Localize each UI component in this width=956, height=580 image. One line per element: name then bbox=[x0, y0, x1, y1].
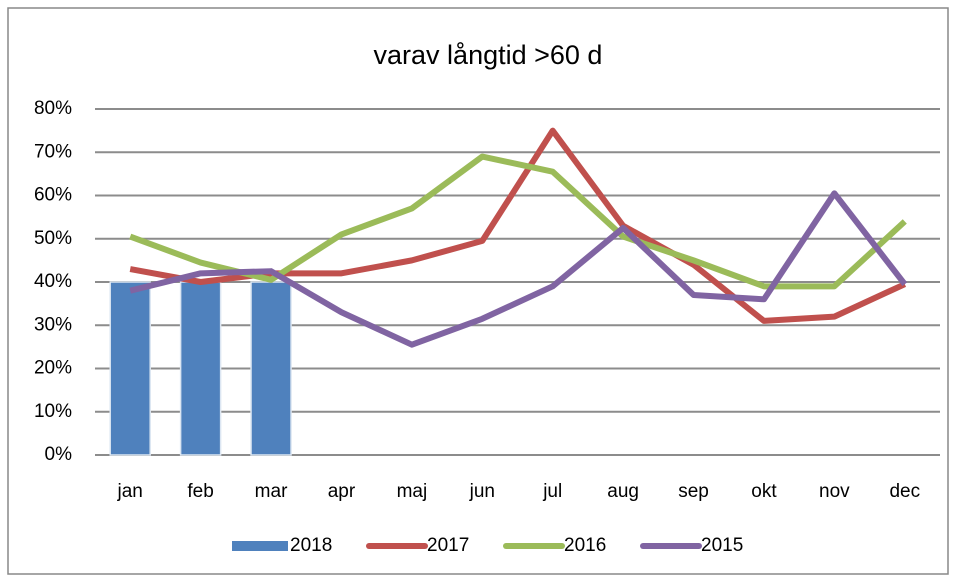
bar bbox=[179, 281, 222, 456]
bar bbox=[109, 281, 151, 456]
x-tick-label: okt bbox=[751, 481, 777, 502]
x-tick-label: nov bbox=[819, 481, 850, 502]
x-tick-label: mar bbox=[255, 481, 288, 502]
y-tick-label: 10% bbox=[34, 401, 72, 422]
y-tick-label: 20% bbox=[34, 358, 72, 379]
y-tick-label: 80% bbox=[34, 98, 72, 119]
chart-title: varav långtid >60 d bbox=[374, 40, 603, 70]
x-tick-label: feb bbox=[187, 481, 213, 502]
legend-label: 2017 bbox=[427, 535, 469, 556]
y-tick-label: 30% bbox=[34, 314, 72, 335]
y-tick-label: 70% bbox=[34, 141, 72, 162]
y-tick-label: 40% bbox=[34, 271, 72, 292]
x-tick-label: jan bbox=[117, 481, 143, 502]
x-tick-label: maj bbox=[397, 481, 428, 502]
x-tick-label: apr bbox=[328, 481, 356, 502]
x-tick-label: dec bbox=[889, 481, 920, 502]
chart-frame bbox=[7, 7, 949, 575]
x-tick-label: jul bbox=[542, 481, 562, 502]
legend-label: 2015 bbox=[701, 535, 743, 556]
x-tick-label: jun bbox=[469, 481, 495, 502]
bar bbox=[250, 281, 292, 456]
legend-swatch bbox=[232, 541, 288, 551]
x-tick-label: sep bbox=[678, 481, 709, 502]
x-tick-label: aug bbox=[607, 481, 639, 502]
y-tick-label: 60% bbox=[34, 185, 72, 206]
line bbox=[129, 190, 908, 348]
legend-label: 2018 bbox=[290, 535, 332, 556]
y-tick-label: 0% bbox=[45, 444, 73, 465]
legend-label: 2016 bbox=[564, 535, 606, 556]
y-tick-label: 50% bbox=[34, 228, 72, 249]
